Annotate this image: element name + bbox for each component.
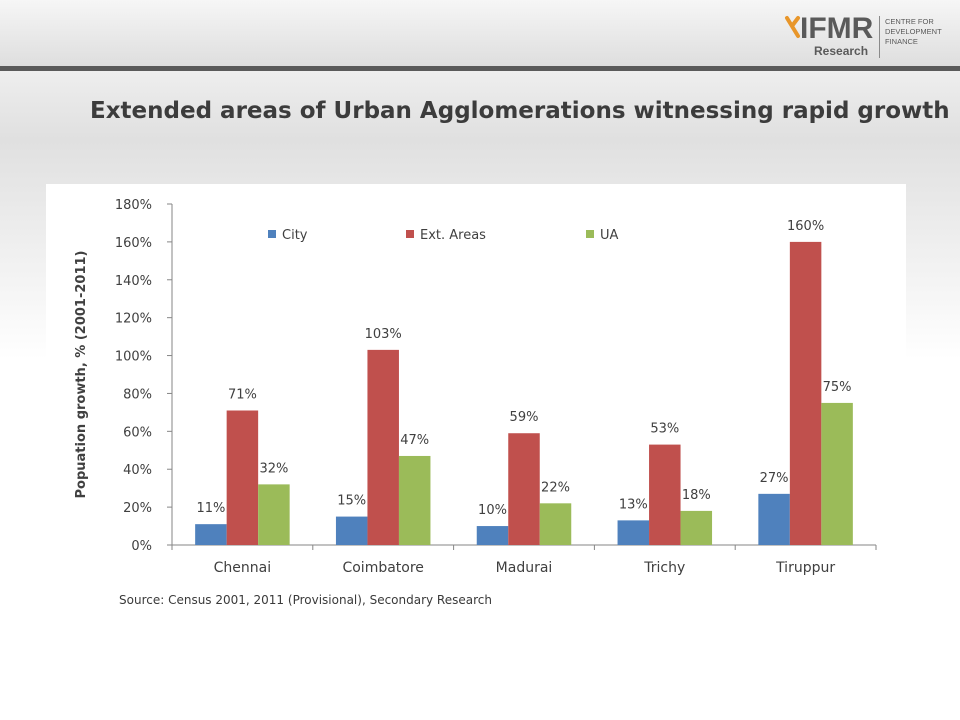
y-tick-label: 180% — [115, 198, 152, 213]
y-tick-label: 20% — [123, 501, 152, 516]
data-label: 59% — [510, 410, 539, 425]
bar-ext-areas — [226, 410, 259, 545]
category-label: Coimbatore — [342, 560, 423, 576]
bar-city — [476, 526, 509, 545]
category-label: Tiruppur — [775, 560, 835, 576]
logo-centre-line: DEVELOPMENT — [885, 27, 942, 36]
page-title: Extended areas of Urban Agglomerations w… — [90, 98, 950, 124]
y-tick-label: 100% — [115, 350, 152, 365]
logo-centre-line: FINANCE — [885, 37, 918, 46]
data-label: 11% — [196, 501, 225, 516]
y-tick-label: 0% — [131, 539, 152, 554]
data-label: 53% — [650, 422, 679, 437]
y-axis-title: Popuation growth, % (2001-2011) — [74, 251, 89, 499]
data-label: 22% — [541, 480, 570, 495]
data-label: 32% — [259, 461, 288, 476]
logo-centre-text: CENTRE FOR DEVELOPMENT FINANCE — [885, 17, 942, 47]
y-tick-label: 40% — [123, 463, 152, 478]
legend-label: Ext. Areas — [420, 228, 486, 243]
data-label: 75% — [823, 380, 852, 395]
ifmr-logo: IFMR Research CENTRE FOR DEVELOPMENT FIN… — [784, 12, 944, 62]
data-label: 160% — [787, 219, 824, 234]
source-note: Source: Census 2001, 2011 (Provisional),… — [119, 593, 492, 607]
bar-ext-areas — [508, 433, 540, 545]
logo-mark-icon — [785, 16, 800, 38]
bar-ext-areas — [649, 444, 681, 545]
bar-city — [617, 520, 650, 545]
y-tick-label: 120% — [115, 312, 152, 327]
logo-centre-line: CENTRE FOR — [885, 17, 934, 26]
data-label: 18% — [682, 488, 711, 503]
y-tick-label: 80% — [123, 387, 152, 402]
data-label: 15% — [337, 494, 366, 509]
header-bar — [0, 0, 960, 66]
legend-label: UA — [600, 228, 619, 243]
bar-city — [195, 524, 227, 545]
legend-swatch — [268, 230, 276, 238]
bar-ua — [398, 455, 431, 545]
bar-ua — [539, 503, 572, 545]
legend-swatch — [586, 230, 594, 238]
bar-city — [758, 493, 790, 545]
bar-ua — [821, 402, 853, 545]
data-label: 47% — [400, 433, 429, 448]
legend-label: City — [282, 228, 308, 243]
logo-sub: Research — [814, 44, 869, 58]
y-tick-label: 60% — [123, 425, 152, 440]
legend-swatch — [406, 230, 414, 238]
category-label: Trichy — [643, 560, 685, 576]
data-label: 13% — [619, 497, 648, 512]
y-tick-label: 140% — [115, 274, 152, 289]
category-label: Chennai — [214, 560, 271, 576]
header-stripe — [0, 66, 960, 71]
bar-city — [335, 516, 368, 545]
category-label: Madurai — [496, 560, 553, 576]
bar-ext-areas — [367, 349, 399, 545]
bar-chart: 0% 20% 40% 60% 80% 100% 120% 140% 160% 180% Popuat… — [74, 198, 877, 576]
bar-ext-areas — [789, 241, 822, 545]
chart-panel: 0% 20% 40% 60% 80% 100% 120% 140% 160% 180% Popuat… — [46, 184, 906, 590]
data-label: 103% — [365, 327, 402, 342]
data-label: 10% — [478, 503, 507, 518]
data-label: 71% — [228, 387, 257, 402]
bar-ua — [680, 510, 713, 545]
logo-separator — [879, 16, 880, 58]
y-tick-label: 160% — [115, 236, 152, 251]
logo-name: IFMR — [800, 12, 874, 45]
bar-ua — [258, 484, 290, 545]
data-label: 27% — [760, 471, 789, 486]
